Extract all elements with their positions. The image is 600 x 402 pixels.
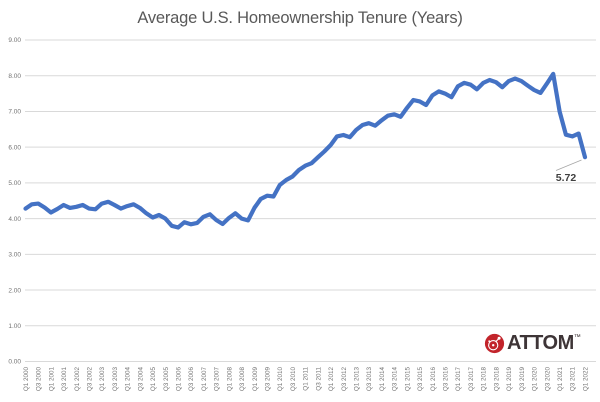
svg-text:Q3 2013: Q3 2013: [366, 367, 373, 392]
attom-logo-text: ATTOM: [507, 332, 574, 354]
tenure-series-line: [23, 71, 588, 230]
annotation-leader-line: [555, 159, 582, 171]
svg-text:5.00: 5.00: [8, 180, 21, 187]
svg-text:Q1 2004: Q1 2004: [125, 367, 132, 392]
svg-text:Q1 2012: Q1 2012: [328, 367, 335, 392]
svg-text:Q3 2017: Q3 2017: [468, 367, 475, 392]
svg-text:Q3 2000: Q3 2000: [36, 367, 43, 392]
svg-text:Q1 2019: Q1 2019: [506, 367, 513, 392]
trademark-symbol: ™: [573, 334, 581, 341]
svg-text:7.00: 7.00: [8, 109, 21, 116]
svg-text:8.00: 8.00: [8, 73, 21, 80]
svg-text:Q1 2009: Q1 2009: [252, 367, 259, 392]
svg-text:9.00: 9.00: [8, 37, 21, 44]
attom-logo: ATTOM ™: [484, 332, 581, 355]
svg-text:4.00: 4.00: [8, 216, 21, 223]
svg-text:Q3 2019: Q3 2019: [519, 367, 526, 392]
svg-text:Q1 2002: Q1 2002: [74, 367, 81, 392]
svg-text:Q1 2005: Q1 2005: [150, 367, 157, 392]
svg-text:Q1 2008: Q1 2008: [226, 367, 233, 392]
svg-text:Q3 2011: Q3 2011: [315, 367, 322, 391]
svg-text:Q3 2009: Q3 2009: [265, 367, 272, 392]
svg-text:Q3 2010: Q3 2010: [290, 367, 297, 392]
y-axis-labels: 9.00 8.00 7.00 6.00 5.00 4.00 3.00 2.00 1.00 0.00: [8, 37, 21, 366]
svg-text:Q1 2010: Q1 2010: [277, 367, 284, 392]
svg-text:Q3 2008: Q3 2008: [239, 367, 246, 392]
svg-text:Q3 2006: Q3 2006: [188, 367, 195, 392]
svg-text:Q1 2007: Q1 2007: [201, 367, 208, 392]
svg-text:Q3 2018: Q3 2018: [493, 367, 500, 392]
svg-text:Q3 2002: Q3 2002: [87, 367, 94, 392]
svg-text:Q3 2015: Q3 2015: [417, 367, 424, 392]
svg-text:Q1 2000: Q1 2000: [23, 367, 30, 392]
svg-text:Q1 2016: Q1 2016: [430, 367, 437, 392]
svg-text:Q1 2020: Q1 2020: [532, 367, 539, 392]
svg-text:Q3 2004: Q3 2004: [137, 367, 144, 392]
x-axis-labels: Q1 2000 Q3 2000 Q1 2001 Q3 2001 Q1 2002 Q3 20…: [23, 367, 590, 392]
svg-text:Q3 2014: Q3 2014: [392, 367, 399, 392]
svg-text:Q3 2003: Q3 2003: [112, 367, 119, 392]
svg-text:0.00: 0.00: [8, 359, 21, 366]
svg-text:Q3 2012: Q3 2012: [341, 367, 348, 392]
svg-text:Q1 2021: Q1 2021: [557, 367, 564, 392]
svg-text:Q3 2005: Q3 2005: [163, 367, 170, 392]
svg-text:3.00: 3.00: [8, 252, 21, 259]
svg-text:Q3 2001: Q3 2001: [61, 367, 68, 392]
y-gridlines: [25, 39, 596, 362]
svg-text:Q1 2018: Q1 2018: [481, 367, 488, 392]
svg-text:Q1 2015: Q1 2015: [404, 367, 411, 392]
svg-text:Q1 2011: Q1 2011: [303, 367, 310, 391]
svg-text:Q3 2007: Q3 2007: [214, 367, 221, 392]
svg-text:Q1 2003: Q1 2003: [99, 367, 106, 392]
last-point-data-label: 5.72: [555, 172, 577, 184]
attom-logo-icon: [484, 333, 505, 354]
svg-text:1.00: 1.00: [8, 323, 21, 330]
svg-text:Q1 2006: Q1 2006: [176, 367, 183, 392]
svg-text:6.00: 6.00: [8, 144, 21, 151]
svg-text:Q1 2017: Q1 2017: [455, 367, 462, 392]
svg-text:Q3 2021: Q3 2021: [570, 367, 577, 392]
svg-text:Q3 2016: Q3 2016: [443, 367, 450, 392]
svg-text:2.00: 2.00: [8, 287, 21, 294]
svg-text:Q1 2001: Q1 2001: [48, 367, 55, 392]
svg-text:Q3 2020: Q3 2020: [544, 367, 551, 392]
svg-text:Q1 2022: Q1 2022: [582, 367, 589, 392]
chart-title: Average U.S. Homeownership Tenure (Years…: [137, 9, 463, 27]
svg-text:Q1 2014: Q1 2014: [379, 367, 386, 392]
svg-text:Q1 2013: Q1 2013: [354, 367, 361, 392]
